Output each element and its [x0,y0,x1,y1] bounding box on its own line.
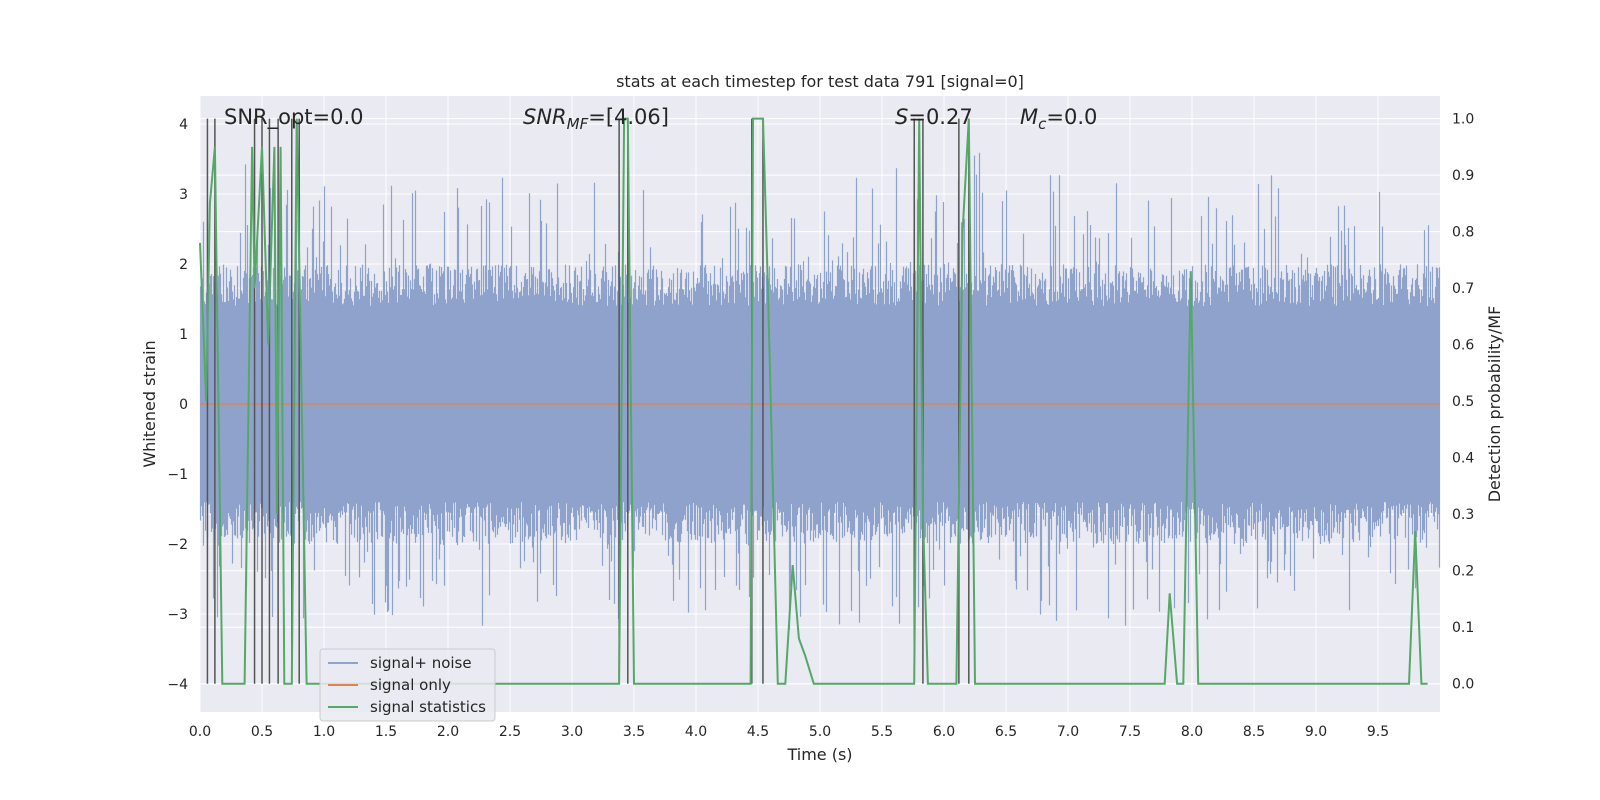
legend-box [319,648,496,722]
y-tick-label: 3 [179,187,188,203]
s-base: S [895,105,908,129]
y2-tick-label: 0.5 [1452,394,1474,410]
y2-axis-label: Detection probability/MF [1485,306,1504,503]
y2-tick-label: 0.3 [1452,507,1474,523]
y-tick-label: 2 [179,257,188,273]
legend: signal+ noise signal only signal statist… [319,648,496,722]
y-axis-label: Whitened strain [140,340,159,467]
signal-noise-series [199,152,1441,630]
x-tick-label: 5.5 [871,724,893,740]
y-tick-label: 4 [179,117,188,133]
x-tick-label: 5.0 [809,724,831,740]
y2-tick-labels: 0.0 0.1 0.2 0.3 0.4 0.5 0.6 0.7 0.8 0.9 1.0 [1452,112,1474,693]
x-tick-label: 1.0 [313,724,335,740]
y2-tick-label: 0.2 [1452,564,1474,580]
legend-label-signal: signal only [370,676,451,694]
snr-mf-base: SNR [523,105,567,129]
x-axis-label: Time (s) [786,745,852,764]
y2-tick-label: 0.9 [1452,168,1474,184]
mc-sub: c [1038,115,1047,133]
y-tick-labels: −4 −3 −2 −1 0 1 2 3 4 [167,117,188,693]
y-tick-label: −4 [167,677,188,693]
x-tick-label: 8.0 [1181,724,1203,740]
y2-tick-label: 1.0 [1452,112,1474,128]
y2-tick-label: 0.8 [1452,225,1474,241]
y2-tick-label: 0.1 [1452,620,1474,636]
mc-base: M [1020,105,1038,129]
y-tick-label: −1 [167,467,188,483]
x-tick-label: 3.0 [561,724,583,740]
snr-mf-sub: MF [567,115,589,133]
s-annotation: S=0.27 [895,105,973,129]
legend-label-stats: signal statistics [370,698,486,716]
s-value: =0.27 [908,105,972,129]
y-tick-label: −2 [167,537,188,553]
y2-tick-label: 0.6 [1452,338,1474,354]
y2-tick-label: 0.0 [1452,677,1474,693]
x-tick-label: 7.5 [1119,724,1141,740]
legend-label-noise: signal+ noise [370,654,472,672]
mc-annotation: Mc=0.0 [1020,105,1097,133]
y-tick-label: −3 [167,607,188,623]
x-tick-label: 2.0 [437,724,459,740]
y-tick-label: 1 [179,327,188,343]
x-tick-label: 2.5 [499,724,521,740]
y2-tick-label: 0.7 [1452,281,1474,297]
x-tick-label: 9.5 [1367,724,1389,740]
x-tick-label: 3.5 [623,724,645,740]
x-tick-labels: 0.0 0.5 1.0 1.5 2.0 2.5 3.0 3.5 4.0 4.5 5.0 5.5 6.0 6… [189,724,1389,740]
x-tick-label: 4.5 [747,724,769,740]
snr-mf-annotation: SNRMF=[4.06] [523,105,669,133]
x-tick-label: 6.5 [995,724,1017,740]
x-tick-label: 8.5 [1243,724,1265,740]
x-tick-label: 6.0 [933,724,955,740]
x-tick-label: 1.5 [375,724,397,740]
y2-tick-label: 0.4 [1452,451,1474,467]
mc-value: =0.0 [1046,105,1097,129]
chart-title: stats at each timestep for test data 791… [616,72,1024,91]
snr-mf-value: =[4.06] [588,105,669,129]
x-tick-label: 4.0 [685,724,707,740]
signal-statistics-series [199,117,1428,685]
y-tick-label: 0 [179,397,188,413]
x-tick-label: 0.0 [189,724,211,740]
x-tick-label: 7.0 [1057,724,1079,740]
snr-opt-annotation: SNR_opt=0.0 [224,105,364,130]
x-tick-label: 0.5 [251,724,273,740]
x-tick-label: 9.0 [1305,724,1327,740]
